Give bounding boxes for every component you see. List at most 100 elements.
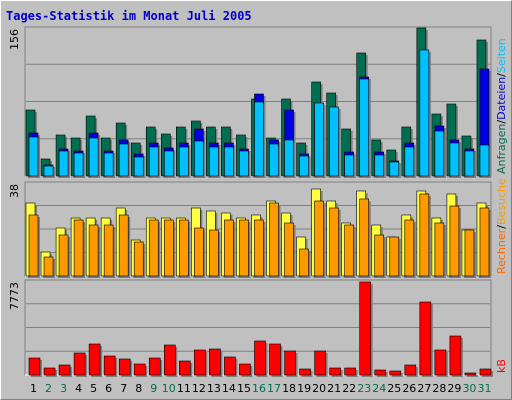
kb-bar-kb-17 <box>269 343 281 376</box>
anfragen-dateien-seiten-legend-part-0: Anfragen <box>495 124 508 174</box>
besuche-rechner-bar-besuche-30 <box>464 229 475 277</box>
besuche-rechner-y-max-label: 38 <box>8 184 21 198</box>
x-tick-label-8: 8 <box>135 382 142 395</box>
x-tick-label-13: 13 <box>207 382 221 395</box>
x-tick-label-14: 14 <box>222 382 236 395</box>
x-tick-label-20: 20 <box>312 382 326 395</box>
besuche-rechner-bar-besuche-2 <box>43 256 54 277</box>
kb-bar-kb-11 <box>179 360 191 376</box>
kb-bar-kb-14 <box>224 356 236 376</box>
x-tick-label-4: 4 <box>75 382 82 395</box>
anfragen-dateien-seiten-bar-seiten-12 <box>194 140 204 177</box>
kb-bar-kb-9 <box>148 357 161 376</box>
x-tick-label-22: 22 <box>342 382 356 395</box>
besuche-rechner-bar-besuche-1 <box>28 214 39 277</box>
anfragen-dateien-seiten-legend-part-2: Dateien <box>495 77 508 120</box>
besuche-rechner-bar-besuche-31 <box>479 207 490 277</box>
kb-y-max-label: 7773 <box>8 282 21 310</box>
besuche-rechner-bar-besuche-27 <box>419 193 430 277</box>
anfragen-dateien-seiten-bar-seiten-16 <box>254 101 264 177</box>
anfragen-dateien-seiten-y-max-label: 156 <box>8 29 21 50</box>
besuche-rechner-bar-besuche-22 <box>344 224 354 277</box>
kb-bar-kb-13 <box>209 348 221 376</box>
anfragen-dateien-seiten-bar-seiten-6 <box>103 152 114 177</box>
besuche-rechner-bar-besuche-9 <box>148 219 159 277</box>
anfragen-dateien-seiten-bar-seiten-25 <box>389 161 400 177</box>
x-tick-label-6: 6 <box>105 382 112 395</box>
besuche-rechner-legend-part-0: Rechner <box>495 228 508 274</box>
kb-bar-kb-4 <box>73 352 86 376</box>
anfragen-dateien-seiten-bar-seiten-13 <box>209 146 219 177</box>
x-tick-label-29: 29 <box>447 382 461 395</box>
kb-bar-kb-20 <box>314 350 326 376</box>
anfragen-dateien-seiten-legend-part-1: / <box>495 120 508 124</box>
anfragen-dateien-seiten-bar-seiten-18 <box>284 139 294 177</box>
besuche-rechner-bar-besuche-16 <box>254 219 264 277</box>
anfragen-dateien-seiten-bar-seiten-20 <box>314 102 324 177</box>
kb-bar-kb-31 <box>479 368 492 376</box>
x-tick-label-16: 16 <box>252 382 266 395</box>
kb-bar-kb-5 <box>88 343 101 376</box>
besuche-rechner-bar-besuche-28 <box>434 222 445 277</box>
x-tick-label-7: 7 <box>120 382 127 395</box>
anfragen-dateien-seiten-bar-seiten-3 <box>58 150 69 177</box>
x-tick-label-28: 28 <box>432 382 446 395</box>
besuche-rechner-bar-besuche-10 <box>163 219 174 277</box>
anfragen-dateien-seiten-legend-part-3: / <box>495 73 508 77</box>
x-tick-label-31: 31 <box>477 382 491 395</box>
x-tick-label-11: 11 <box>177 382 191 395</box>
kb-bar-kb-7 <box>118 358 131 376</box>
x-tick-label-3: 3 <box>60 382 67 395</box>
x-tick-label-18: 18 <box>282 382 296 395</box>
x-tick-label-15: 15 <box>237 382 251 395</box>
x-tick-label-27: 27 <box>417 382 431 395</box>
besuche-rechner-bar-besuche-17 <box>269 202 279 277</box>
besuche-rechner-bar-besuche-18 <box>284 222 294 277</box>
kb-bar-kb-30-shadow <box>466 375 478 377</box>
besuche-rechner-legend-part-2: Besuche <box>495 178 508 225</box>
x-tick-label-30: 30 <box>462 382 476 395</box>
anfragen-dateien-seiten-bar-seiten-30 <box>464 150 475 177</box>
x-tick-label-26: 26 <box>402 382 416 395</box>
kb-bar-kb-8 <box>133 363 146 376</box>
anfragen-dateien-seiten-bar-seiten-26 <box>404 146 415 177</box>
besuche-rechner-bar-besuche-7 <box>118 214 129 277</box>
anfragen-dateien-seiten-bar-seiten-19 <box>299 155 309 177</box>
anfragen-dateien-seiten-bar-seiten-31 <box>479 144 490 177</box>
x-tick-label-2: 2 <box>45 382 52 395</box>
anfragen-dateien-seiten-bar-seiten-27 <box>419 49 430 177</box>
x-tick-label-23: 23 <box>357 382 371 395</box>
kb-bar-kb-29 <box>449 335 462 376</box>
kb-legend-label: kB <box>495 359 508 373</box>
chart-title: Tages-Statistik im Monat Juli 2005 <box>6 9 252 23</box>
anfragen-dateien-seiten-bar-seiten-21 <box>329 106 339 177</box>
besuche-rechner-bar-besuche-26 <box>404 219 415 277</box>
anfragen-dateien-seiten-bar-seiten-22 <box>344 154 354 177</box>
besuche-rechner-legend-label: Rechner/Besuche <box>495 178 508 274</box>
x-tick-label-21: 21 <box>327 382 341 395</box>
anfragen-dateien-seiten-bar-seiten-2 <box>43 165 54 177</box>
besuche-rechner-bar-besuche-20 <box>314 200 324 277</box>
anfragen-dateien-seiten-bar-seiten-10 <box>163 150 174 177</box>
anfragen-dateien-seiten-legend-part-4: Seiten <box>495 38 508 73</box>
besuche-rechner-bar-besuche-3 <box>58 234 69 277</box>
kb-bar-kb-3 <box>58 364 71 376</box>
anfragen-dateien-seiten-legend-label: Anfragen/Dateien/Seiten <box>495 38 508 174</box>
x-tick-label-1: 1 <box>30 382 37 395</box>
besuche-rechner-bar-besuche-14 <box>224 219 234 277</box>
kb-bar-kb-1 <box>28 357 41 376</box>
x-tick-label-9: 9 <box>150 382 157 395</box>
kb-bar-kb-27 <box>419 301 432 376</box>
kb-bar-kb-24 <box>374 369 387 376</box>
kb-bar-kb-10 <box>163 344 176 376</box>
kb-bar-kb-25 <box>389 370 402 376</box>
x-tick-label-10: 10 <box>162 382 176 395</box>
anfragen-dateien-seiten-bar-seiten-9 <box>148 146 159 177</box>
besuche-rechner-bar-besuche-6 <box>103 224 114 277</box>
kb-bar-kb-21 <box>329 367 341 376</box>
anfragen-dateien-seiten-bar-seiten-14 <box>224 146 234 177</box>
anfragen-dateien-seiten-bar-seiten-11 <box>179 146 189 177</box>
besuche-rechner-bar-besuche-12 <box>194 227 204 277</box>
besuche-rechner-bar-besuche-21 <box>329 207 339 277</box>
